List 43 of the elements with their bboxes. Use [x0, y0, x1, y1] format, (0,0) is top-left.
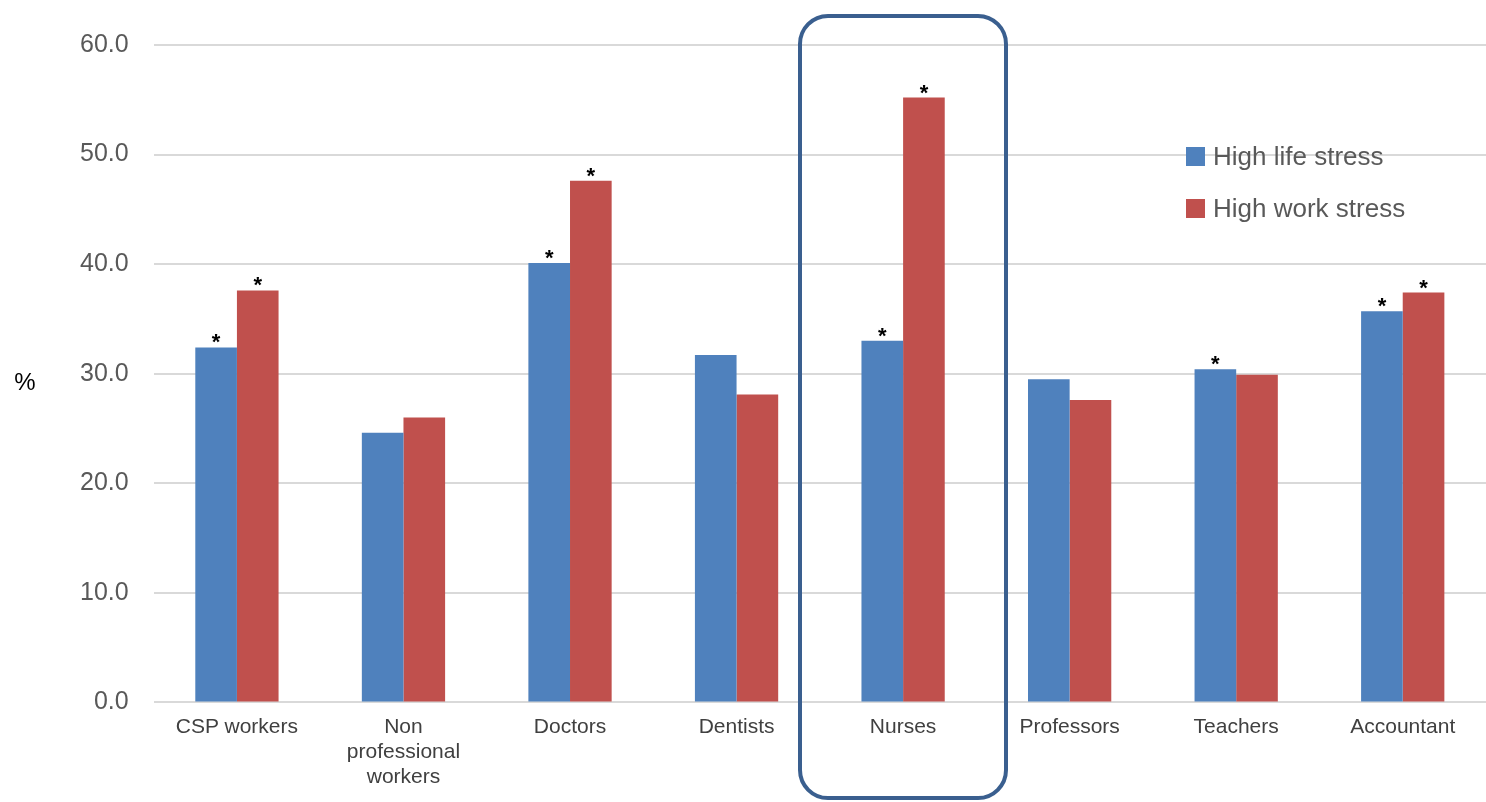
bar — [403, 417, 446, 702]
annotation: * — [1377, 293, 1387, 319]
bar — [861, 340, 904, 702]
annotation: * — [1419, 274, 1429, 300]
x-tick-label: Accountant — [1350, 713, 1456, 737]
x-tick-label: Professors — [1019, 713, 1120, 737]
bar — [1361, 311, 1403, 702]
legend-label: High work stress — [1213, 192, 1406, 224]
x-tick-label: Nurses — [869, 713, 937, 737]
annotation: * — [253, 272, 263, 298]
bar — [236, 290, 279, 702]
y-tick-label: 50.0 — [79, 138, 129, 167]
x-tick-label: CSP workers — [175, 713, 299, 737]
bar — [736, 394, 779, 702]
annotation: * — [878, 322, 887, 348]
legend-label: High life stress — [1213, 140, 1384, 172]
x-tick-label: Teachers — [1193, 713, 1279, 737]
bar — [528, 263, 571, 702]
y-axis-title: % — [14, 368, 36, 396]
bar — [1402, 292, 1445, 702]
bar — [1194, 369, 1237, 702]
annotation: * — [586, 162, 596, 188]
annotation: * — [1211, 351, 1221, 377]
y-tick-label: 0.0 — [93, 686, 129, 715]
y-tick-label: 10.0 — [79, 576, 129, 605]
annotation: * — [544, 245, 554, 271]
bar — [1028, 379, 1070, 702]
y-tick-label: 30.0 — [79, 357, 129, 386]
bar — [570, 180, 612, 702]
y-tick-label: 60.0 — [79, 28, 129, 57]
annotation: * — [211, 329, 221, 355]
bar — [361, 432, 404, 702]
y-tick-label: 20.0 — [79, 467, 129, 496]
bar — [694, 355, 737, 702]
annotation: * — [919, 79, 929, 105]
bar — [195, 347, 237, 702]
x-tick-label: Non professional workers — [346, 713, 461, 788]
x-tick-label: Doctors — [533, 713, 607, 737]
bar — [1236, 374, 1278, 702]
bar — [1069, 400, 1112, 702]
x-tick-label: Dentists — [698, 713, 775, 737]
bar — [903, 97, 945, 702]
y-tick-label: 40.0 — [79, 248, 129, 277]
